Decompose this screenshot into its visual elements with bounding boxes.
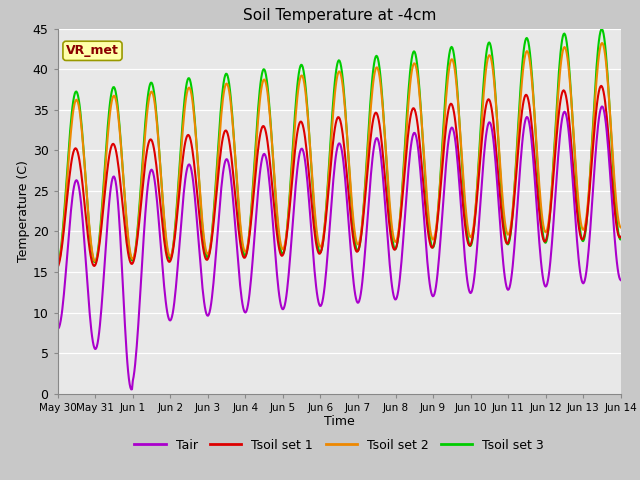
- Tsoil set 2: [64, 168, 72, 174]
- Line: Tsoil set 3: Tsoil set 3: [58, 29, 621, 264]
- Tsoil set 1: [54, 264, 61, 270]
- Tsoil set 3: [209, 222, 216, 228]
- Tair: [122, 336, 129, 342]
- Tsoil set 3: [64, 159, 72, 165]
- Tsoil set 1: [424, 229, 432, 235]
- Legend: Tair, Tsoil set 1, Tsoil set 2, Tsoil set 3: Tair, Tsoil set 1, Tsoil set 2, Tsoil se…: [129, 433, 549, 456]
- Tsoil set 1: [617, 234, 625, 240]
- Line: Tsoil set 1: Tsoil set 1: [58, 86, 621, 267]
- Tsoil set 1: [64, 189, 72, 195]
- Title: Soil Temperature at -4cm: Soil Temperature at -4cm: [243, 9, 436, 24]
- Line: Tair: Tair: [58, 107, 621, 389]
- Tair: [210, 280, 218, 286]
- Tair: [598, 104, 606, 109]
- Tair: [425, 275, 433, 280]
- Tsoil set 3: [617, 237, 625, 242]
- Tsoil set 2: [424, 208, 432, 214]
- Line: Tsoil set 2: Tsoil set 2: [58, 43, 621, 264]
- Tair: [617, 277, 625, 283]
- Tsoil set 3: [179, 115, 187, 120]
- Tsoil set 3: [122, 209, 129, 215]
- Tair: [64, 245, 72, 251]
- Tsoil set 2: [54, 261, 61, 267]
- Text: VR_met: VR_met: [66, 44, 119, 57]
- Tsoil set 1: [597, 83, 605, 89]
- Tair: [54, 326, 61, 332]
- Tsoil set 1: [122, 233, 129, 239]
- Tsoil set 3: [598, 26, 606, 32]
- Tair: [180, 191, 188, 196]
- Tsoil set 3: [54, 261, 61, 267]
- Tsoil set 3: [408, 56, 415, 62]
- Y-axis label: Temperature (C): Temperature (C): [17, 160, 30, 262]
- Tsoil set 1: [179, 155, 187, 161]
- Tsoil set 2: [122, 207, 129, 213]
- Tsoil set 1: [408, 108, 415, 114]
- Tsoil set 2: [179, 125, 187, 131]
- Tair: [127, 386, 135, 392]
- Tsoil set 1: [209, 229, 216, 235]
- Tsoil set 3: [424, 216, 432, 222]
- Tsoil set 2: [209, 224, 216, 230]
- X-axis label: Time: Time: [324, 415, 355, 429]
- Tair: [408, 134, 416, 140]
- Tsoil set 2: [408, 69, 415, 75]
- Tsoil set 2: [598, 40, 606, 46]
- Tsoil set 2: [617, 225, 625, 230]
